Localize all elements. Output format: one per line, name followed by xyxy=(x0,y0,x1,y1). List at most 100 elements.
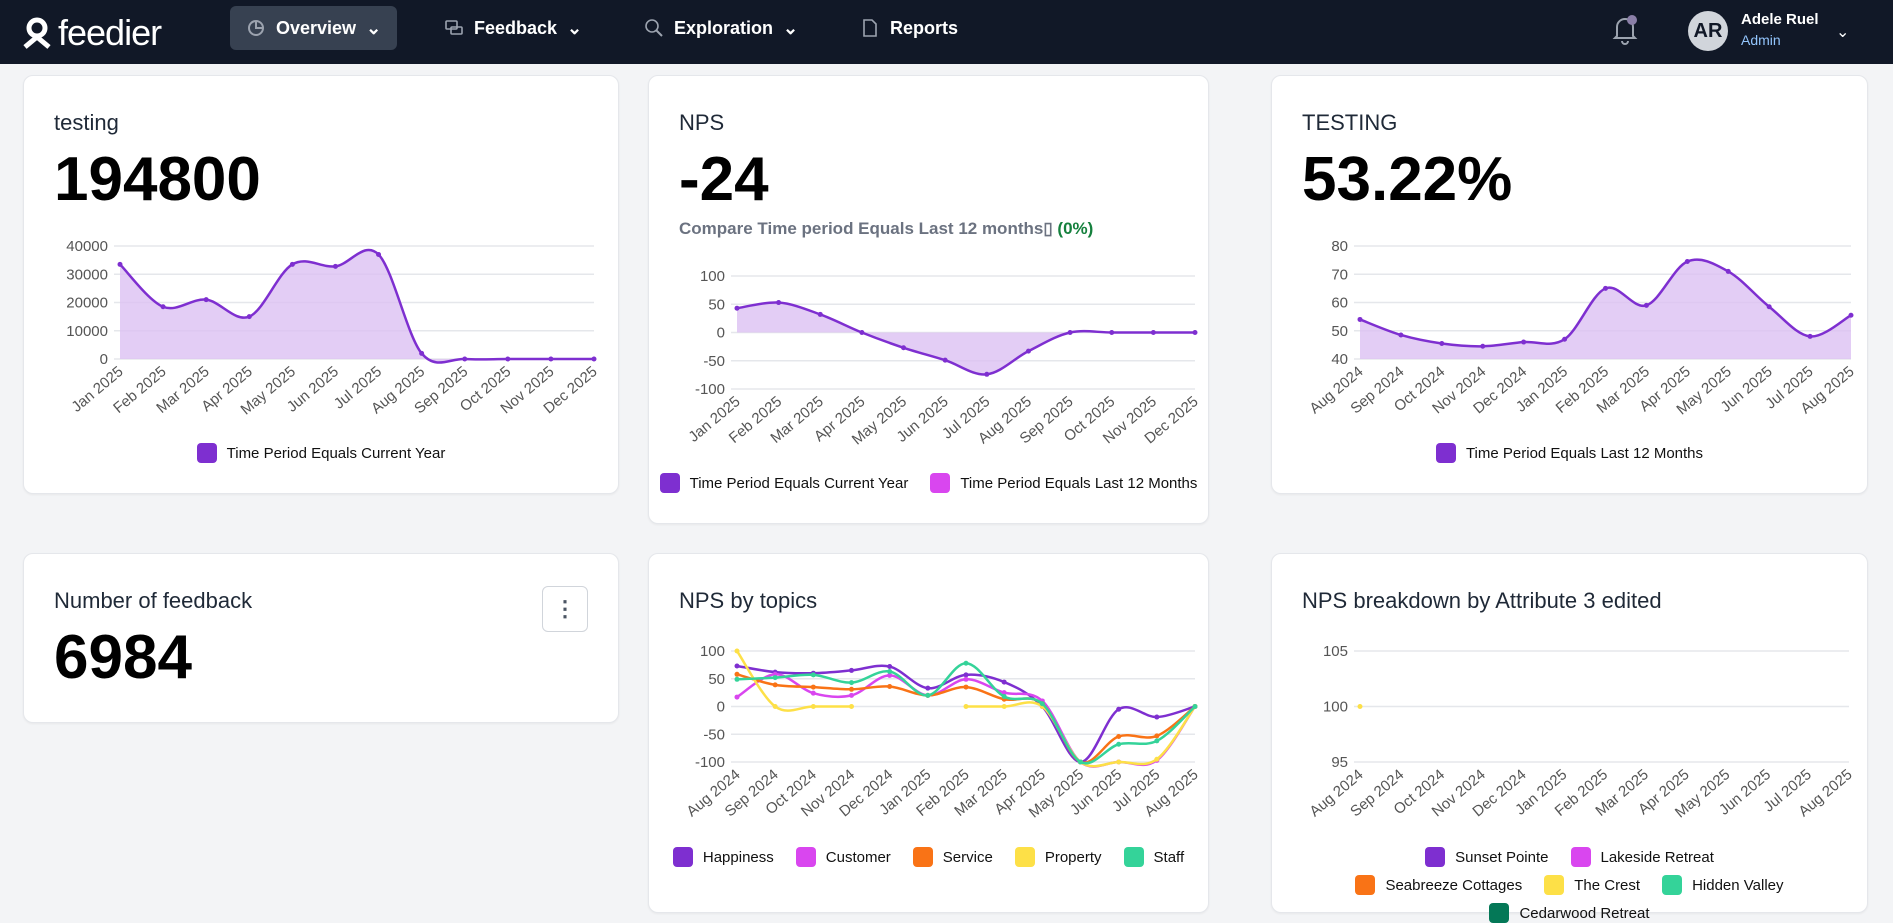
data-point[interactable] xyxy=(925,685,931,691)
data-point[interactable] xyxy=(1192,704,1198,709)
data-point[interactable] xyxy=(1562,336,1568,342)
chevron-down-icon[interactable]: ⌄ xyxy=(1836,24,1850,41)
data-point[interactable] xyxy=(1150,330,1156,335)
data-point[interactable] xyxy=(1001,679,1007,685)
data-point[interactable] xyxy=(1154,733,1160,739)
data-point[interactable] xyxy=(1398,332,1404,338)
legend-item[interactable]: Cedarwood Retreat xyxy=(1489,903,1650,923)
data-point[interactable] xyxy=(734,663,740,669)
legend-item[interactable]: Staff xyxy=(1123,847,1184,867)
data-point[interactable] xyxy=(505,356,511,362)
data-point[interactable] xyxy=(1848,312,1854,318)
data-point[interactable] xyxy=(734,676,740,682)
data-point[interactable] xyxy=(1725,268,1731,274)
data-point[interactable] xyxy=(887,684,893,690)
data-point[interactable] xyxy=(901,345,907,351)
data-point[interactable] xyxy=(772,704,778,709)
data-point[interactable] xyxy=(548,356,554,362)
card-menu-button[interactable]: ⋮ xyxy=(542,586,588,632)
data-point[interactable] xyxy=(1116,733,1122,739)
data-point[interactable] xyxy=(849,704,854,709)
data-point[interactable] xyxy=(1039,701,1045,707)
legend-item[interactable]: Seabreeze Cottages xyxy=(1355,875,1522,895)
data-point[interactable] xyxy=(849,667,854,673)
data-point[interactable] xyxy=(1078,759,1083,765)
data-point[interactable] xyxy=(849,686,854,692)
avatar[interactable]: AR xyxy=(1688,11,1728,51)
legend-item[interactable]: Time Period Equals Current Year xyxy=(659,473,908,493)
data-point[interactable] xyxy=(376,251,382,257)
data-point[interactable] xyxy=(1154,738,1160,744)
data-point[interactable] xyxy=(887,672,893,678)
legend-item[interactable]: Time Period Equals Last 12 Months xyxy=(930,473,1197,493)
data-point[interactable] xyxy=(887,664,893,670)
data-point[interactable] xyxy=(1357,704,1363,709)
notification-bell-icon[interactable] xyxy=(1612,14,1638,46)
data-point[interactable] xyxy=(1109,330,1115,335)
data-point[interactable] xyxy=(734,305,740,311)
data-point[interactable] xyxy=(1116,759,1122,765)
data-point[interactable] xyxy=(1766,304,1772,310)
data-point[interactable] xyxy=(849,692,854,698)
data-point[interactable] xyxy=(1067,330,1073,335)
nav-overview[interactable]: Overview ⌄ xyxy=(230,6,398,50)
data-point[interactable] xyxy=(246,314,252,320)
data-point[interactable] xyxy=(1001,704,1007,709)
data-point[interactable] xyxy=(1603,285,1608,291)
data-point[interactable] xyxy=(289,261,295,267)
legend-item[interactable]: Sunset Pointe xyxy=(1425,847,1549,867)
legend-item[interactable]: Happiness xyxy=(672,847,774,867)
data-point[interactable] xyxy=(810,672,816,678)
data-point[interactable] xyxy=(117,261,123,267)
data-point[interactable] xyxy=(1154,756,1160,762)
data-point[interactable] xyxy=(1521,339,1527,345)
data-point[interactable] xyxy=(1116,741,1122,747)
legend-item[interactable]: The Crest xyxy=(1544,875,1640,895)
data-point[interactable] xyxy=(734,648,740,654)
legend-item[interactable]: Lakeside Retreat xyxy=(1570,847,1714,867)
legend-item[interactable]: Hidden Valley xyxy=(1662,875,1784,895)
data-point[interactable] xyxy=(1643,302,1649,308)
data-point[interactable] xyxy=(963,672,969,678)
data-point[interactable] xyxy=(963,676,969,682)
legend-item[interactable]: Time Period Equals Current Year xyxy=(196,443,445,463)
data-point[interactable] xyxy=(1480,343,1486,349)
data-point[interactable] xyxy=(817,311,823,317)
data-point[interactable] xyxy=(810,704,816,709)
data-point[interactable] xyxy=(849,680,854,686)
data-point[interactable] xyxy=(887,669,893,675)
data-point[interactable] xyxy=(963,684,969,690)
data-point[interactable] xyxy=(772,675,778,681)
nav-exploration[interactable]: Exploration ⌄ xyxy=(628,6,814,50)
data-point[interactable] xyxy=(1154,714,1160,720)
data-point[interactable] xyxy=(925,692,931,698)
data-point[interactable] xyxy=(1001,690,1007,696)
legend-item[interactable]: Property xyxy=(1014,847,1102,867)
data-point[interactable] xyxy=(160,304,166,310)
data-point[interactable] xyxy=(984,371,990,377)
data-point[interactable] xyxy=(772,682,778,688)
data-point[interactable] xyxy=(810,690,816,696)
brand-logo[interactable]: feedier xyxy=(22,12,162,54)
nav-reports[interactable]: Reports xyxy=(844,6,974,50)
legend-item[interactable]: Time Period Equals Last 12 Months xyxy=(1435,443,1703,463)
data-point[interactable] xyxy=(462,356,468,362)
data-point[interactable] xyxy=(963,660,969,666)
legend-item[interactable]: Service xyxy=(912,847,993,867)
data-point[interactable] xyxy=(1439,340,1445,346)
data-point[interactable] xyxy=(942,357,948,363)
data-point[interactable] xyxy=(419,350,425,356)
data-point[interactable] xyxy=(1357,316,1363,322)
data-point[interactable] xyxy=(591,356,597,362)
data-point[interactable] xyxy=(1192,330,1198,335)
data-point[interactable] xyxy=(1001,694,1007,700)
data-point[interactable] xyxy=(734,671,740,677)
nav-feedback[interactable]: Feedback ⌄ xyxy=(428,6,598,50)
data-point[interactable] xyxy=(734,694,740,700)
data-point[interactable] xyxy=(1116,706,1122,712)
data-point[interactable] xyxy=(1025,348,1031,354)
data-point[interactable] xyxy=(332,263,338,269)
legend-item[interactable]: Customer xyxy=(795,847,891,867)
data-point[interactable] xyxy=(776,300,782,306)
data-point[interactable] xyxy=(810,684,816,690)
